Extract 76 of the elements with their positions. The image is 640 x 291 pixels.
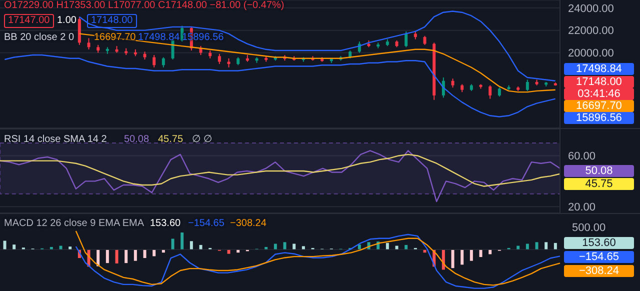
annotation: RSI 14 close SMA 14 2: [4, 134, 107, 146]
candlestick: [78, 16, 81, 46]
line-series: [0, 150, 561, 202]
bar: [124, 250, 128, 264]
candlestick: [488, 84, 492, 100]
text: 15896.56: [564, 112, 634, 124]
bar: [143, 250, 146, 258]
annotation: O17229.00 H17353.00 L17077.00 C17148.00 −81.00 (−0.47%): [4, 0, 284, 12]
bar: [264, 246, 268, 250]
candlestick: [162, 56, 165, 68]
candlestick: [526, 79, 529, 92]
bar: [12, 244, 16, 250]
text: 03:41:46: [564, 88, 634, 100]
line-series: [78, 10, 556, 82]
candlestick: [404, 30, 408, 48]
annotation: 1.00: [57, 15, 76, 27]
bar: [180, 232, 184, 250]
bar: [134, 250, 137, 261]
text: MACD 12 26 close 9 EMA EMA: [4, 218, 144, 230]
annotation: 45.75: [158, 134, 184, 146]
text: −308.24: [564, 265, 634, 277]
y-tick-label: 24000.00: [568, 2, 614, 15]
annotation: 17147.00: [4, 14, 54, 28]
annotation: 50.08: [124, 134, 150, 146]
bar: [554, 242, 557, 250]
text: 17498.84: [564, 63, 634, 75]
y-tick-label: 20.00: [568, 202, 596, 214]
bar: [152, 250, 156, 256]
bar: [358, 244, 361, 250]
bar: [59, 246, 62, 250]
bar: [283, 242, 286, 250]
text: 17148.00: [564, 76, 634, 88]
bar: [171, 238, 174, 250]
candlestick: [87, 38, 90, 50]
text: 16697.70: [564, 100, 634, 112]
bar: [535, 242, 538, 250]
bar: [274, 244, 277, 250]
bar: [106, 250, 109, 264]
bar: [302, 246, 305, 250]
bar: [50, 246, 53, 250]
y-tick-label: 60.00: [568, 150, 596, 163]
text: 50.08: [564, 165, 634, 177]
bar: [190, 241, 193, 250]
text: 500.00: [572, 222, 606, 234]
text: 45.75: [564, 178, 634, 190]
bar: [404, 244, 408, 250]
y-tick-label: 20000.00: [568, 48, 614, 60]
bar: [516, 246, 520, 250]
text: 153.60: [150, 218, 181, 230]
bar: [3, 240, 6, 250]
bar: [460, 250, 464, 265]
bar: [526, 244, 529, 250]
candlestick: [152, 54, 156, 68]
annotation: 17498.84: [138, 32, 180, 44]
bar: [479, 250, 482, 258]
line-series: [0, 154, 561, 187]
bar: [68, 246, 72, 250]
bar: [386, 242, 389, 250]
candlestick: [218, 53, 221, 64]
bar: [292, 244, 296, 250]
bar: [395, 246, 398, 250]
bar: [199, 244, 202, 250]
bar: [470, 250, 473, 261]
y-tick-label: 22000.00: [568, 25, 614, 38]
text: −154.65: [564, 251, 634, 263]
annotation: 16697.70: [94, 32, 136, 44]
text: −308.24: [230, 218, 266, 230]
text: −154.65: [188, 218, 224, 230]
annotation: BB 20 close 2 0: [4, 32, 74, 44]
text: 153.60: [564, 237, 634, 249]
annotation: ∅ ∅: [192, 134, 212, 146]
annotation: 17148.00: [87, 14, 137, 28]
line-series: [4, 54, 556, 118]
bar: [451, 250, 454, 268]
bar: [544, 242, 548, 250]
bar: [115, 250, 118, 264]
